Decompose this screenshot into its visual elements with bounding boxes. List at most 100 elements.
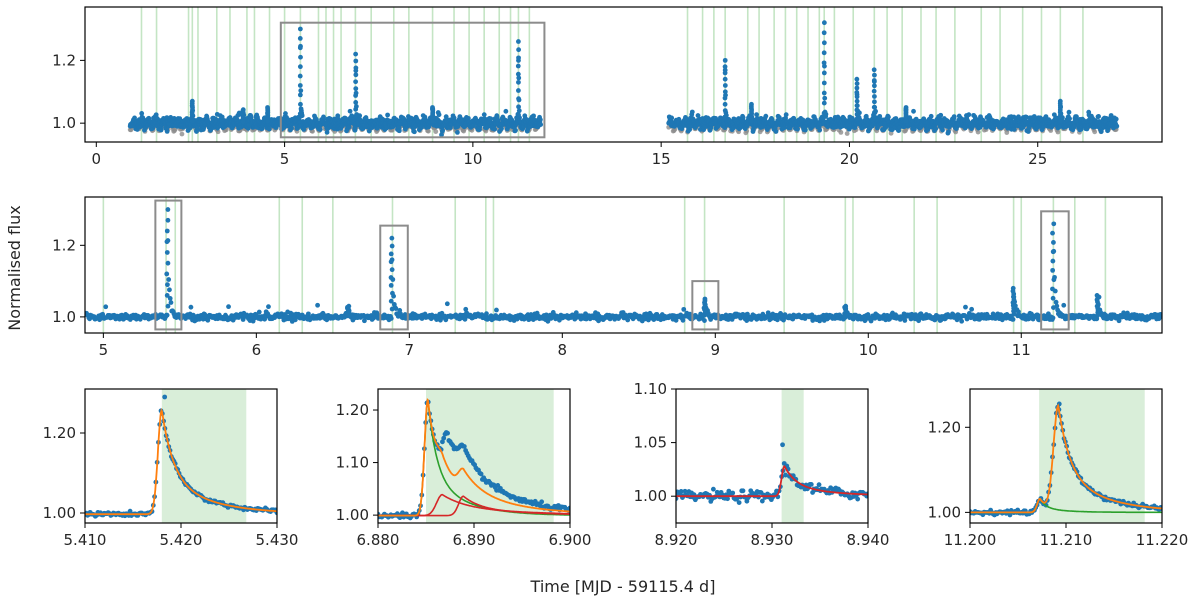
flare-point <box>297 64 303 70</box>
data-point <box>103 304 109 310</box>
data-point <box>513 127 518 133</box>
flare-point <box>903 119 909 124</box>
data-point <box>455 130 460 135</box>
flare-point <box>353 72 359 78</box>
flare-point <box>854 94 860 100</box>
data-point <box>440 128 446 133</box>
data-point <box>226 304 231 310</box>
flare-point <box>722 64 728 70</box>
data-point <box>396 128 402 134</box>
panel-zoom: 5 6 7 8 9 10 111.01.2 <box>52 196 1163 359</box>
data-point <box>388 316 394 321</box>
data-point <box>940 127 945 133</box>
data-point <box>158 127 164 133</box>
flare-point <box>516 112 521 118</box>
flare-point <box>871 115 877 121</box>
data-point <box>802 127 808 133</box>
flare-point <box>821 60 827 66</box>
flare-point <box>265 119 271 124</box>
x-tick-label: 0 <box>92 150 102 168</box>
data-point <box>492 126 498 132</box>
data-point <box>689 109 695 115</box>
flare-point <box>516 79 521 85</box>
data-point <box>1024 114 1029 120</box>
data-point <box>347 108 353 114</box>
data-point <box>301 127 307 132</box>
x-tick-label: 5 <box>280 150 290 168</box>
data-point <box>139 111 145 116</box>
data-point <box>494 307 499 313</box>
data-point <box>439 132 444 138</box>
data-point <box>352 124 358 130</box>
flare-point <box>297 45 303 51</box>
flare-point <box>353 86 359 92</box>
data-point <box>912 126 917 132</box>
data-point <box>439 310 445 316</box>
flare-point <box>516 47 522 53</box>
x-tick-label: 15 <box>652 150 671 168</box>
data-point <box>393 306 399 311</box>
flare-point <box>298 101 303 107</box>
flare-point <box>872 99 877 105</box>
data-point <box>763 113 769 119</box>
data-point <box>516 108 522 114</box>
data-point <box>754 112 759 118</box>
flare-point <box>854 116 860 122</box>
flare-point <box>821 110 827 116</box>
flare-point <box>854 103 860 108</box>
plot-area-zoom <box>85 197 1162 333</box>
data-point <box>573 310 579 316</box>
data-point <box>167 295 173 301</box>
background-point <box>838 129 844 135</box>
flare-point <box>854 107 860 113</box>
flare-point <box>297 35 303 41</box>
background-point <box>215 129 221 135</box>
flare-point <box>297 73 303 79</box>
data-point <box>740 115 746 121</box>
data-point <box>946 129 951 135</box>
flare-point <box>749 118 755 124</box>
data-point <box>773 129 779 134</box>
data-point <box>911 108 916 114</box>
flare-point <box>515 63 521 69</box>
data-point <box>194 125 200 131</box>
flare-point <box>854 76 860 82</box>
data-point <box>463 306 469 312</box>
data-point <box>166 277 172 282</box>
zoom-box <box>279 21 546 139</box>
data-point <box>1054 115 1059 121</box>
data-point <box>317 127 323 133</box>
data-point <box>886 114 891 120</box>
flare-point <box>297 83 303 88</box>
flare-point <box>821 90 827 96</box>
data-point <box>781 125 787 131</box>
data-point <box>1113 116 1119 122</box>
flare-point <box>297 111 303 117</box>
background-point <box>1055 129 1061 135</box>
data-point <box>1067 116 1072 122</box>
flare-point <box>821 40 827 46</box>
flare-point <box>722 83 728 88</box>
data-point <box>1096 114 1101 119</box>
flare-point <box>722 95 728 101</box>
data-point <box>484 311 489 317</box>
data-point <box>266 126 272 132</box>
background-point <box>1092 129 1098 135</box>
flare-point <box>722 114 728 120</box>
data-point <box>783 112 789 118</box>
data-points <box>127 43 1120 138</box>
flare-point <box>722 70 728 76</box>
data-point <box>817 127 823 133</box>
data-point <box>167 287 172 293</box>
data-point <box>499 126 504 132</box>
flare-point <box>722 108 728 114</box>
flare-point <box>353 100 359 105</box>
data-point <box>256 309 262 315</box>
flare-point <box>515 71 521 77</box>
data-point <box>1114 123 1120 129</box>
data-point <box>951 114 957 120</box>
background-point <box>179 131 185 137</box>
y-tick-label: 1.0 <box>52 114 76 132</box>
data-point <box>266 304 271 310</box>
